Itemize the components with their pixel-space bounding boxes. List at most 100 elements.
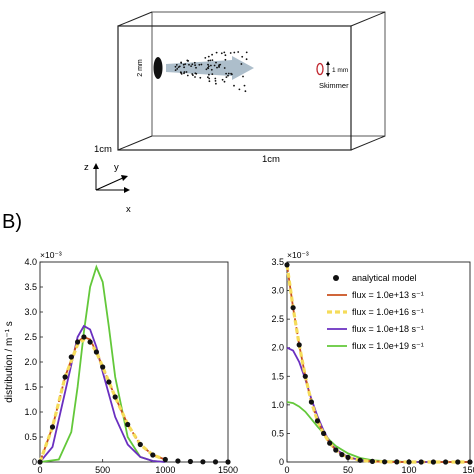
molecule-dot [227,72,230,75]
molecule-dot [188,63,190,66]
molecule-dot [215,82,217,85]
panel-b-label: B) [2,211,22,233]
molecule-dot [218,66,221,68]
molecule-dot [244,90,247,93]
analytical-marker [443,459,449,465]
analytical-marker [321,430,327,436]
molecule-dot [211,73,214,75]
y-axis-label: distribution / m⁻¹ s [4,321,15,402]
analytical-marker [369,458,375,464]
analytical-marker [200,459,206,465]
molecule-dot [224,54,227,57]
molecule-dot [237,51,240,53]
molecule-dot [174,69,177,71]
y-tick-label: 2.0 [271,343,284,353]
molecule-dot [183,66,186,69]
molecule-dot [215,51,218,54]
axis-y-label: y [114,162,119,173]
molecule-dot [245,58,248,61]
molecule-dot [243,84,246,87]
x-tick-label: 1000 [155,465,175,474]
molecule-dot [214,80,217,82]
axis-x-label: x [126,204,131,215]
molecule-dot [183,72,185,75]
x-tick-label: 100 [401,465,416,474]
molecule-dot [182,63,185,66]
y-tick-label: 1.0 [271,400,284,410]
molecule-dot [223,80,226,83]
double-arrow-icon [326,61,330,77]
molecule-dot [214,77,217,80]
molecule-dot [242,75,244,78]
axis-z-label: z [84,162,89,173]
y-tick-label: 0 [279,457,284,467]
label-1cm-left: 1cm [94,144,112,155]
y-tick-label: 1.5 [271,371,284,381]
legend-label-flux13: flux = 1.0e+13 s⁻¹ [352,290,424,300]
molecule-dot [194,72,197,75]
molecule-dots [174,51,248,93]
molecule-dot [191,73,194,75]
analytical-marker [49,424,56,430]
molecule-dot [186,59,189,62]
molecule-dot [179,71,182,74]
y-tick-label: 1.5 [24,382,37,392]
molecule-dot [227,74,229,77]
series-line-flux16 [38,337,166,463]
molecule-dot [215,61,217,64]
y-tick-label: 3.0 [271,286,284,296]
molecule-dot [224,58,227,61]
molecule-dot [210,68,213,71]
series-line-flux18 [39,324,166,463]
y-tick-label: 0 [32,457,37,467]
molecule-dot [199,76,202,79]
molecule-dot [194,76,196,78]
molecule-dot [207,67,209,69]
chart-right: 0 0.5 1.0 1.5 2.0 2.5 3.0 3.5 0 50 100 150 ×10⁻³ anal… [271,250,474,474]
molecule-dot [174,65,177,68]
legend-label-flux18: flux = 1.0e+18 s⁻¹ [352,324,424,334]
molecule-dot [185,71,188,73]
molecule-dot [241,55,244,58]
analytical-marker [327,440,333,446]
y-tick-label: 0.5 [24,432,37,442]
analytical-marker [175,458,181,464]
y-tick-label: 2.0 [24,357,37,367]
box-back-face [151,11,386,137]
x-tick-label: 150 [462,465,474,474]
legend-label-flux19: flux = 1.0e+19 s⁻¹ [352,341,424,351]
analytical-marker [162,456,168,463]
molecule-dot [245,51,248,54]
molecule-dot [230,72,233,75]
molecule-dot [176,68,179,70]
molecule-dot [219,63,222,66]
analytical-marker [302,373,308,379]
analytical-marker [125,421,131,428]
series-line-flux16 [285,264,470,464]
analytical-marker [418,459,424,465]
legend-marker-analytical [333,275,339,281]
analytical-marker [137,441,143,448]
x-tick-label: 1500 [218,465,238,474]
source-disk-icon [153,57,163,79]
label-1mm: 1 mm [332,67,348,74]
molecule-dot [207,65,210,68]
molecule-dot [229,52,232,54]
axis-exponent: ×10⁻³ [40,250,62,260]
molecule-dot [207,63,209,66]
box-edge [350,135,386,151]
molecule-dot [213,64,216,67]
analytical-marker [87,339,93,345]
analytical-marker [93,349,99,355]
label-skimmer: Skimmer [319,81,349,90]
molecule-dot [216,66,218,69]
molecule-dot [200,63,203,66]
analytical-marker [100,364,106,370]
analytical-marker [296,342,302,348]
y-tick-label: 3.0 [24,307,37,317]
molecule-dot [208,73,210,76]
analytical-marker [225,459,231,465]
analytical-marker [284,262,290,268]
analytical-marker [62,374,68,380]
analytical-marker [308,399,314,405]
